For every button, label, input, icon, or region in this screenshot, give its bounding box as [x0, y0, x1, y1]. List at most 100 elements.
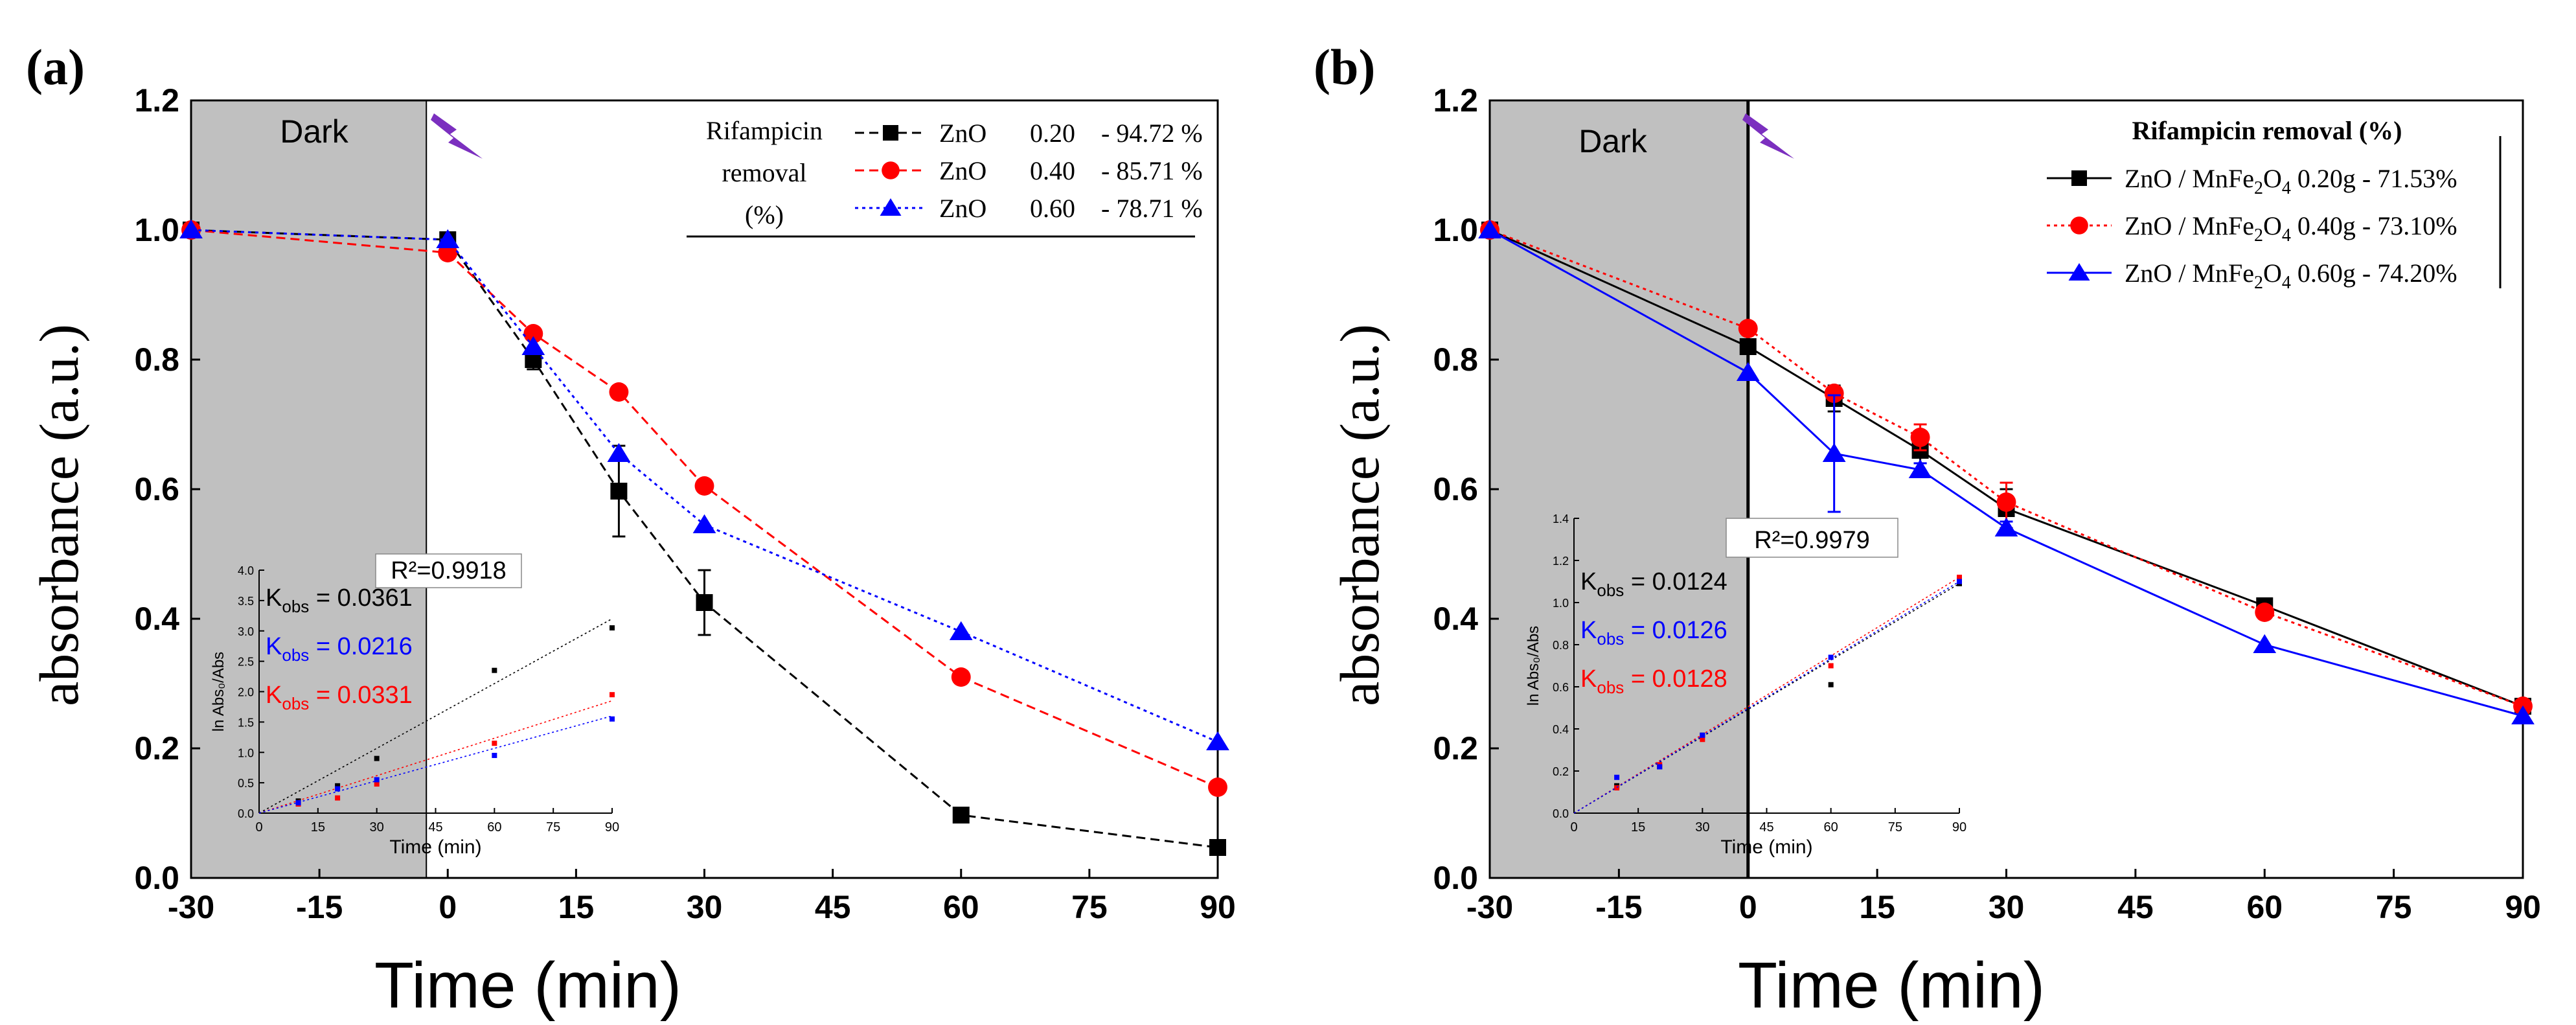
data-point-0: [1209, 839, 1226, 856]
data-point-2: [949, 621, 973, 640]
inset-x-tick-label: 60: [1824, 820, 1838, 835]
x-tick-label: -30: [168, 889, 214, 925]
inset-point: [492, 741, 497, 746]
y-tick-label: 1.2: [134, 82, 179, 119]
y-tick-label: 0.8: [1433, 341, 1478, 378]
inset-point: [1828, 682, 1834, 687]
inset-point: [374, 755, 380, 761]
panel-label-b: (b): [1314, 39, 1375, 95]
inset-y-tick-label: 3.5: [238, 595, 254, 608]
y-axis-title-b: absorbance (a.u.): [1328, 324, 1391, 706]
inset-point: [1828, 654, 1834, 660]
x-tick-label: 45: [2117, 889, 2154, 925]
legend-mass: 0.20: [1030, 119, 1075, 148]
inset-plot: 0 15 30 45 60 75 90 0.0 0.2 0.4 0.6 0.8 1.0 1.2 1.4 Tim…: [1525, 512, 1966, 858]
x-tick-label: 90: [2505, 889, 2541, 925]
data-point-1: [609, 382, 629, 402]
inset-point: [492, 667, 497, 673]
data-point-2: [436, 229, 460, 248]
legend-mass: 0.60: [1030, 194, 1075, 223]
x-tick-label: -15: [1595, 889, 1642, 925]
dark-label-a: Dark: [280, 113, 349, 150]
r2-value: R²=0.9979: [1754, 527, 1870, 554]
r2-value: R²=0.9918: [391, 557, 507, 584]
legend-bg: [687, 113, 1195, 236]
y-axis-title-a: absorbance (a.u.): [28, 324, 90, 706]
data-point-1: [1996, 492, 2016, 512]
data-point-2: [521, 336, 545, 355]
data-point-1: [1824, 384, 1844, 403]
inset-y-tick-label: 3.0: [238, 625, 254, 638]
inset-fit-line: [258, 618, 613, 814]
kobs-label: Kobs = 0.0126: [1580, 617, 1727, 649]
inset-point: [374, 777, 380, 783]
inset-plot: 0 15 30 45 60 75 90 0.0 0.5 1.0 1.5 2.0 2.5 3.0 3.5 4.0…: [210, 553, 619, 858]
kobs-label: Kobs = 0.0128: [1580, 665, 1727, 697]
inset-point: [295, 800, 301, 806]
legend-mass: 0.40: [1030, 156, 1075, 185]
chart-marks: -30 -15 0 15 30 45 60 75 90 0.0 0.2 0.4 0.6 0.8 1.0 1.2…: [134, 82, 2540, 925]
inset-x-tick-label: 45: [428, 820, 442, 835]
legend-label: ZnO / MnFe2O4 0.60g - 74.20%: [2125, 259, 2457, 293]
y-tick-label: 0.0: [134, 860, 179, 896]
panel-label-a: (a): [26, 39, 85, 95]
y-tick-label: 0.6: [134, 471, 179, 507]
data-point-1: [1910, 428, 1930, 447]
inset-point: [1700, 732, 1705, 738]
inset-point: [1957, 575, 1962, 580]
inset-y-tick-label: 2.5: [238, 656, 254, 669]
legend-header: (%): [745, 200, 784, 229]
y-tick-label: 0.2: [134, 730, 179, 766]
y-tick-label: 1.0: [1433, 212, 1478, 248]
inset-point: [374, 781, 380, 787]
data-point-0: [952, 807, 970, 823]
data-point-1: [1738, 319, 1758, 338]
legend-name: ZnO: [939, 194, 986, 223]
legend-header: Rifampicin: [706, 116, 823, 145]
data-point-2: [1994, 517, 2018, 536]
data-point-0: [610, 483, 628, 500]
data-point-1: [694, 476, 714, 496]
x-tick-label: 15: [1859, 889, 1895, 925]
inset-fit-line: [1573, 577, 1960, 814]
inset-x-tick-label: 30: [1695, 820, 1709, 835]
inset-x-tick-label: 75: [1888, 820, 1902, 835]
legend-removal: - 94.72 %: [1101, 119, 1203, 148]
legend-label: ZnO / MnFe2O4 0.40g - 73.10%: [2125, 211, 2457, 246]
y-tick-label: 0.2: [1433, 730, 1478, 766]
inset-point: [1657, 764, 1663, 770]
x-tick-label: 15: [558, 889, 595, 925]
inset-x-tick-label: 0: [1570, 820, 1577, 835]
inset-y-tick-label: 1.2: [1553, 555, 1569, 568]
data-point-2: [607, 443, 631, 462]
inset-y-tick-label: 1.0: [1553, 597, 1569, 610]
data-point-2: [692, 514, 716, 533]
inset-point: [610, 716, 615, 722]
inset-point: [1700, 737, 1705, 743]
r2-box: [375, 553, 522, 588]
kobs-label: Kobs = 0.0331: [266, 682, 413, 713]
inset-x-tick-label: 30: [370, 820, 384, 835]
kobs-label: Kobs = 0.0361: [266, 584, 413, 616]
data-point-1: [951, 667, 971, 687]
x-tick-label: 90: [1200, 889, 1236, 925]
data-point-2: [1206, 731, 1229, 750]
x-tick-label: -15: [296, 889, 343, 925]
kobs-label: Kobs = 0.0124: [1580, 568, 1727, 600]
data-point-2: [2511, 705, 2535, 724]
inset-point: [335, 795, 341, 801]
inset-x-tick-label: 90: [1952, 820, 1966, 835]
data-point-2: [1736, 362, 1760, 381]
legend-name: ZnO: [939, 119, 986, 148]
legend-bg: [1963, 110, 2500, 288]
inset-x-tick-label: 15: [311, 820, 325, 835]
inset-y-tick-label: 0.0: [238, 807, 254, 820]
inset-point: [335, 786, 341, 792]
inset-point: [492, 752, 497, 758]
inset-point: [1614, 774, 1620, 780]
legend-marker: [2068, 263, 2090, 281]
data-point-2: [179, 219, 203, 238]
legend-removal: - 78.71 %: [1101, 194, 1203, 223]
x-tick-label: 30: [687, 889, 723, 925]
